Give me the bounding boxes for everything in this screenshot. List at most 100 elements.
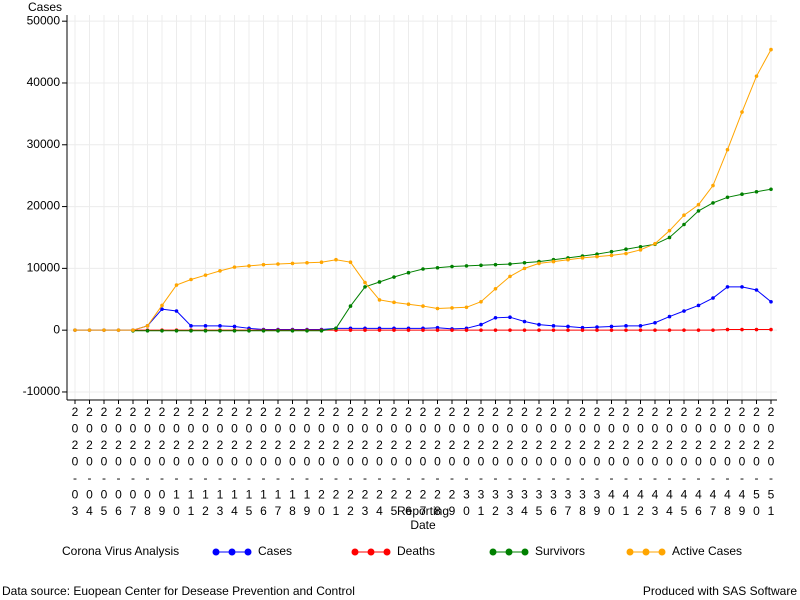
- point: [725, 195, 730, 200]
- point: [580, 325, 585, 330]
- legend-marker: [244, 548, 252, 556]
- x-tick-label: 2020-10: [170, 405, 184, 521]
- point: [769, 299, 773, 304]
- x-tick-label: 2020-50: [750, 405, 764, 521]
- point: [435, 328, 440, 332]
- point: [203, 273, 208, 277]
- point: [334, 257, 338, 262]
- point: [551, 259, 556, 264]
- x-tick-label: 2020-28: [431, 405, 445, 521]
- x-tick-label: 2020-13: [213, 405, 227, 521]
- point: [711, 183, 715, 188]
- point: [609, 324, 614, 329]
- point: [537, 261, 541, 266]
- x-tick-label: 2020-11: [184, 405, 198, 521]
- y-tick-label: 50000: [27, 13, 61, 27]
- footnote: Produced with SAS Software: [643, 584, 797, 598]
- point: [421, 304, 425, 308]
- point: [725, 327, 730, 332]
- point: [696, 209, 701, 213]
- point: [305, 261, 309, 265]
- point: [522, 266, 527, 271]
- point: [740, 192, 744, 197]
- y-tick-label: 10000: [27, 261, 61, 275]
- legend-marker: [351, 548, 359, 556]
- x-tick-label: 2020-03: [68, 405, 82, 521]
- x-tick-label: 2020-04: [83, 405, 97, 521]
- point: [740, 110, 744, 114]
- x-tick-label: 2020-21: [329, 405, 343, 521]
- point: [711, 201, 715, 205]
- point: [189, 277, 193, 282]
- point: [609, 253, 614, 258]
- point: [261, 262, 266, 267]
- point: [290, 328, 295, 333]
- point: [493, 328, 498, 332]
- point: [638, 248, 643, 252]
- point: [537, 322, 541, 327]
- x-tick-label: 2020-33: [503, 405, 517, 521]
- point: [653, 328, 657, 332]
- point: [580, 328, 585, 332]
- x-tick-label: 2020-19: [300, 405, 314, 521]
- point: [392, 328, 396, 332]
- point: [160, 303, 164, 308]
- point: [305, 328, 309, 333]
- point: [740, 285, 744, 289]
- point: [754, 74, 759, 78]
- point: [624, 247, 628, 252]
- point: [493, 316, 498, 320]
- legend-title: Corona Virus Analysis: [62, 544, 179, 558]
- point: [609, 328, 614, 332]
- point: [479, 299, 483, 304]
- point: [522, 261, 527, 265]
- point: [363, 285, 367, 289]
- point: [479, 328, 483, 332]
- point: [232, 265, 237, 269]
- y-axis-label: Cases: [28, 0, 62, 14]
- legend-marker: [505, 548, 513, 556]
- point: [595, 252, 599, 256]
- point: [218, 269, 222, 273]
- x-tick-label: 2020-45: [677, 405, 691, 521]
- x-tick-label: 2020-24: [373, 405, 387, 521]
- point: [145, 324, 150, 328]
- x-tick-label: 2020-49: [735, 405, 749, 521]
- point: [363, 280, 367, 285]
- point: [450, 306, 454, 310]
- legend-marker: [626, 548, 634, 556]
- x-tick-label: 2020-18: [286, 405, 300, 521]
- x-tick-label: 2020-22: [344, 405, 358, 521]
- point: [203, 328, 208, 333]
- point: [377, 280, 382, 284]
- x-axis-label: Reporting: [397, 504, 449, 518]
- point: [493, 286, 498, 291]
- point: [667, 228, 672, 233]
- x-tick-label: 2020-47: [706, 405, 720, 521]
- point: [464, 264, 469, 268]
- x-tick-label: 2020-29: [445, 405, 459, 521]
- x-tick-label: 2020-41: [619, 405, 633, 521]
- x-tick-label: 2020-09: [155, 405, 169, 521]
- point: [319, 328, 324, 333]
- point: [435, 306, 440, 311]
- point: [218, 324, 222, 328]
- point: [87, 328, 92, 332]
- point: [754, 288, 759, 292]
- point: [682, 222, 686, 227]
- point: [145, 328, 150, 333]
- point: [754, 327, 759, 332]
- point: [711, 328, 715, 332]
- point: [725, 285, 730, 289]
- x-tick-label: 2020-07: [126, 405, 140, 521]
- legend-marker: [383, 548, 391, 556]
- point: [276, 262, 280, 266]
- x-tick-label: 2020-46: [692, 405, 706, 521]
- point: [566, 257, 570, 262]
- legend-marker: [521, 548, 529, 556]
- point: [377, 298, 382, 302]
- point: [348, 328, 353, 332]
- point: [479, 263, 483, 268]
- point: [522, 328, 527, 332]
- x-axis-label: Date: [410, 518, 436, 532]
